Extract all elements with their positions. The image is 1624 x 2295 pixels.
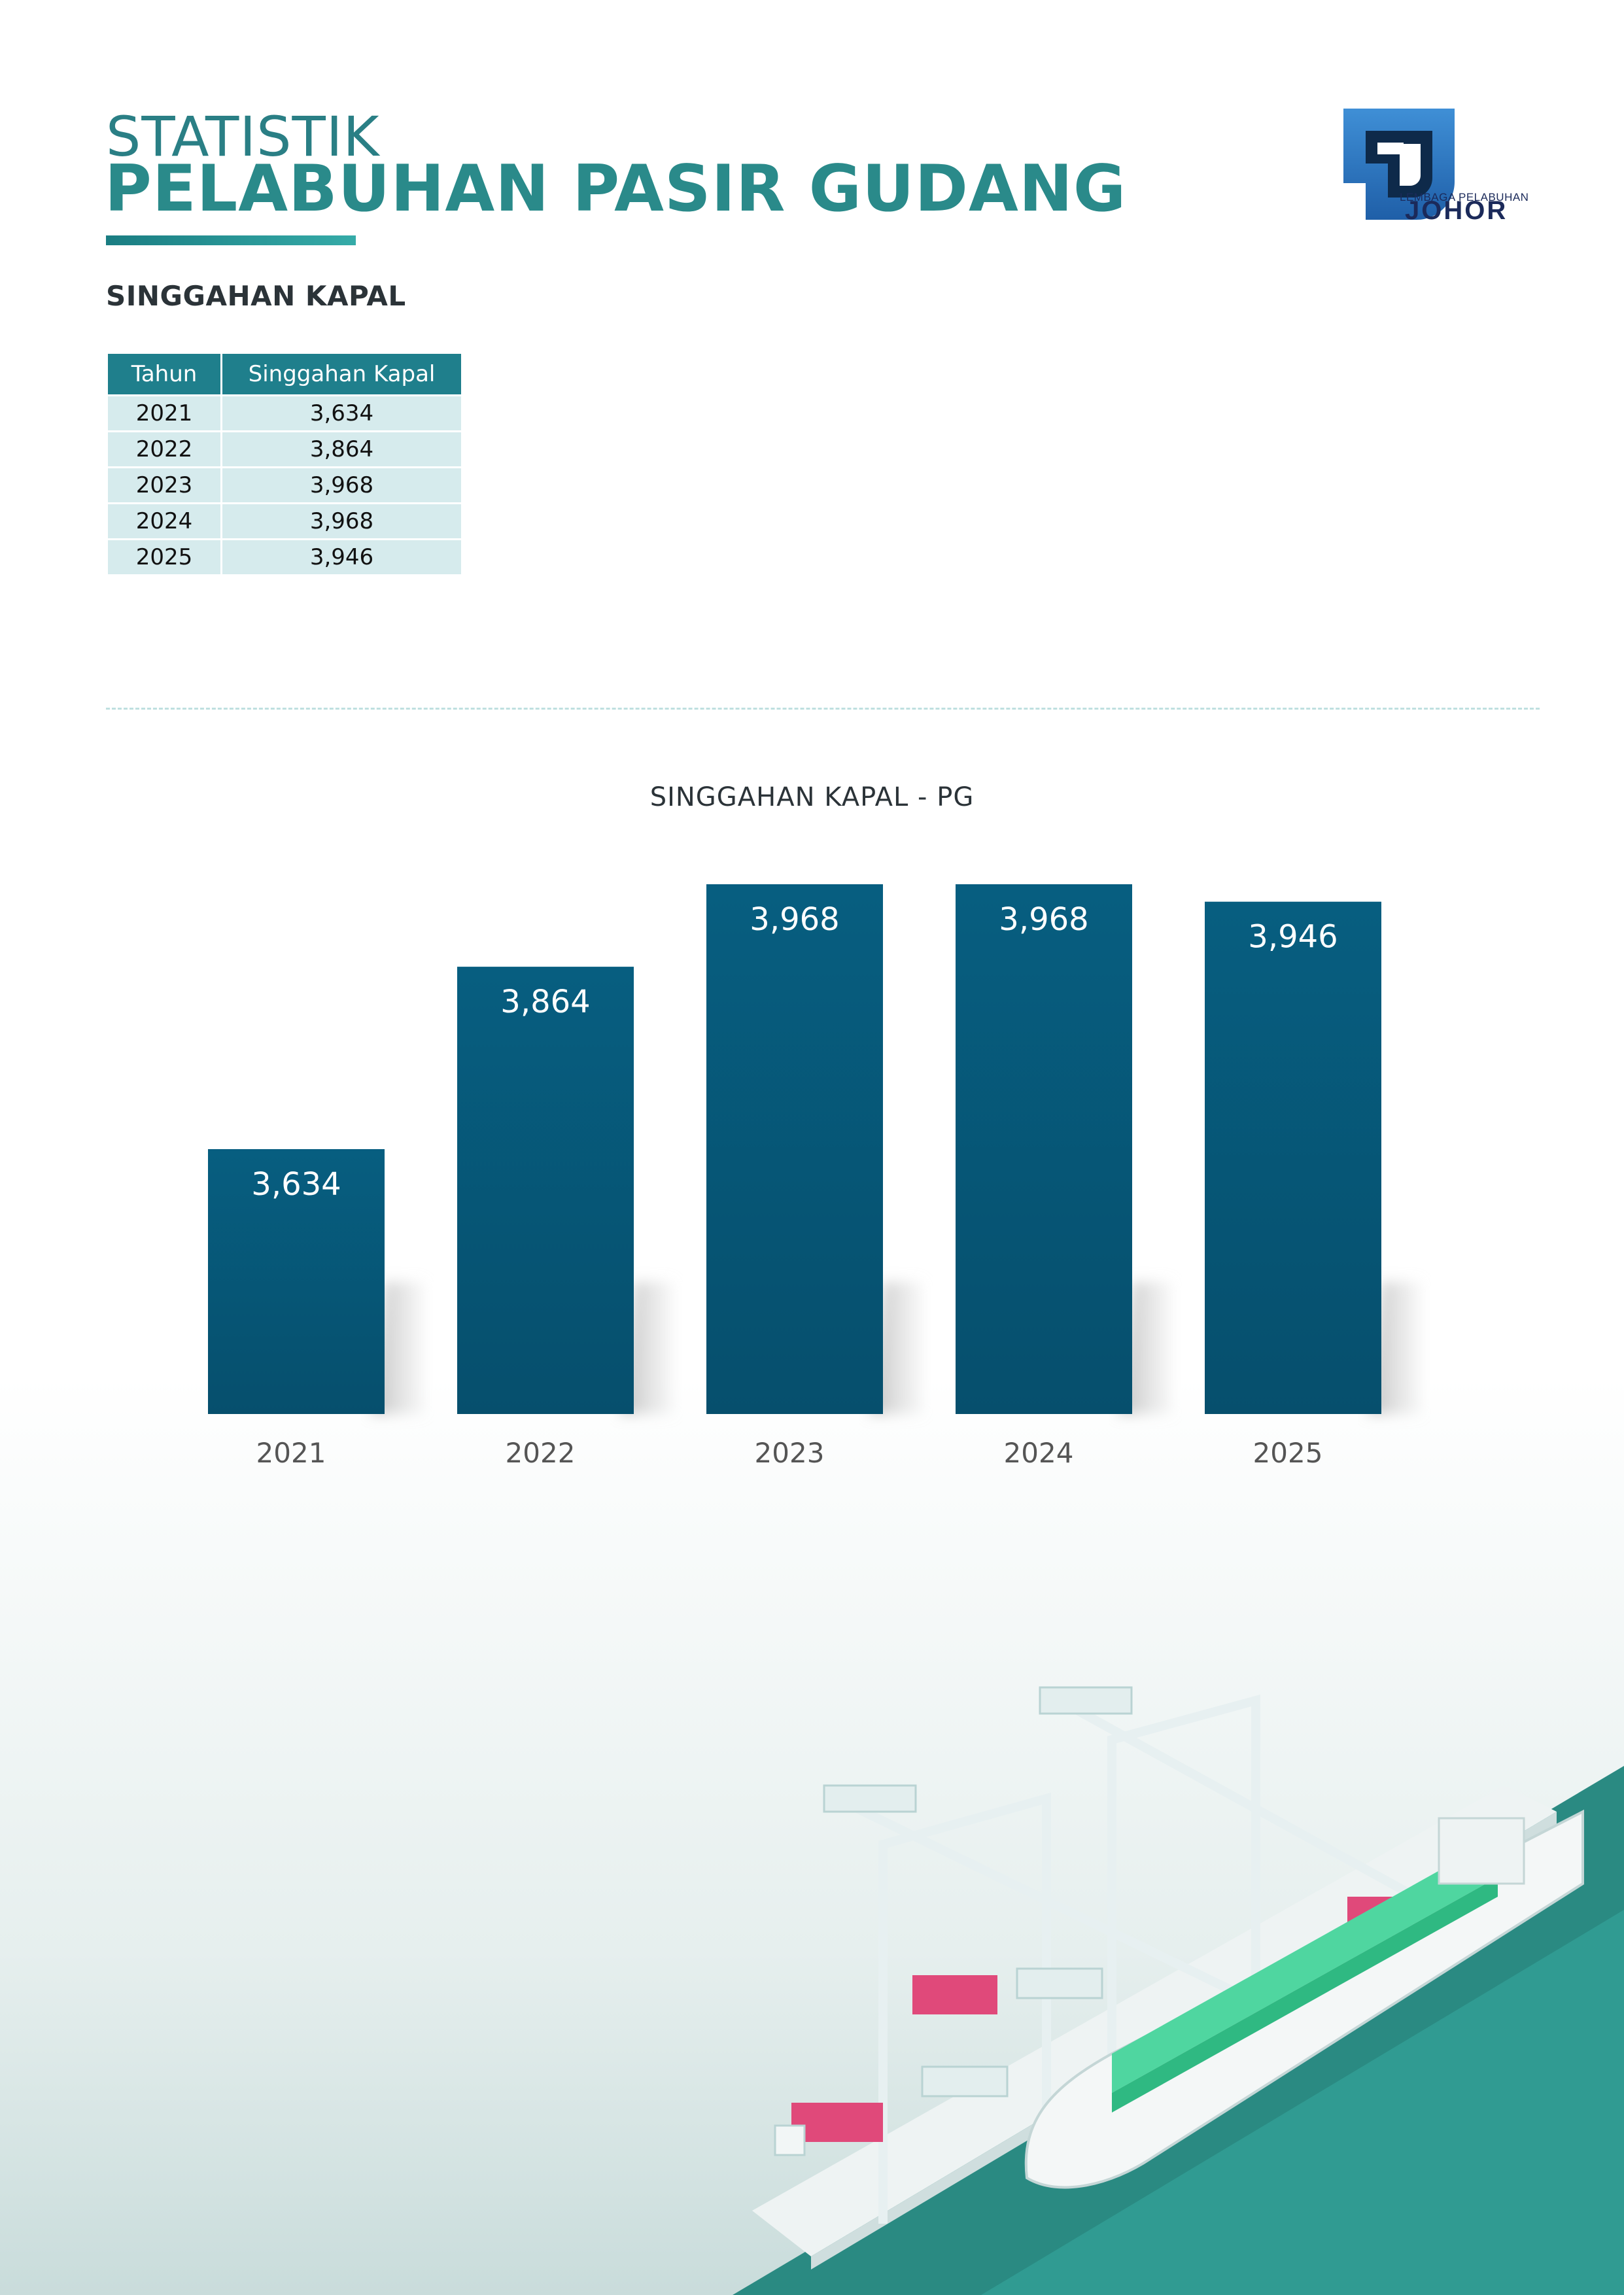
crane-cabin-icon [823,1686,1133,1813]
table-cell-value: 3,946 [220,538,463,576]
table-row: 2022 3,864 [106,430,463,468]
table-cell-value: 3,634 [220,394,463,432]
table-row: 2024 3,968 [106,502,463,540]
table-cell-year: 2025 [106,538,222,576]
table-cell-year: 2024 [106,502,222,540]
section-divider [106,708,1540,710]
port-illustration [733,1686,1624,2295]
x-tick-label-2025: 2025 [1253,1437,1323,1469]
x-tick-label-2022: 2022 [506,1437,576,1469]
bar-2021 [208,1149,385,1414]
page-title: PELABUHAN PASIR GUDANG [105,152,1127,226]
bar-2024 [956,884,1132,1414]
logo-mark-icon [1343,109,1455,220]
table-cell-year: 2021 [106,394,222,432]
singgahan-kapal-table: Tahun Singgahan Kapal 2021 3,634 2022 3,… [106,352,463,576]
data-label-2024: 3,968 [999,901,1088,938]
chart-title: SINGGAHAN KAPAL - PG [649,782,975,812]
x-tick-labels-group: 2021 2022 2023 2024 2025 [256,1437,1323,1469]
table-row: 2021 3,634 [106,394,463,432]
section-heading: SINGGAHAN KAPAL [106,280,406,312]
table-cell-year: 2022 [106,430,222,468]
table-cell-value: 3,968 [220,502,463,540]
ship-icon [1024,1809,1584,2189]
bar-2025 [1205,901,1381,1414]
title-underline [106,235,356,245]
data-label-2022: 3,864 [500,984,590,1020]
bars-group [208,884,1381,1414]
x-tick-label-2021: 2021 [256,1437,326,1469]
title-statistik: STATISTIK [106,105,380,169]
bar-2023 [706,884,883,1414]
bar-2022 [457,967,634,1414]
x-tick-label-2024: 2024 [1004,1437,1074,1469]
table-cell-year: 2023 [106,466,222,504]
table-row: 2025 3,946 [106,538,463,576]
table-header-calls: Singgahan Kapal [220,352,463,396]
table-header-year: Tahun [106,352,222,396]
table-cell-value: 3,968 [220,466,463,504]
table-header-row: Tahun Singgahan Kapal [106,352,463,396]
data-label-2023: 3,968 [750,901,839,938]
data-label-2021: 3,634 [251,1166,341,1203]
logo-text-small: LEMBAGA PELABUHAN [1400,191,1529,203]
logo-text-big: JOHOR [1405,196,1508,225]
data-label-2025: 3,946 [1248,919,1338,956]
table-cell-value: 3,864 [220,430,463,468]
truck-icon [774,1967,1103,2156]
value-labels-group: 3,634 3,864 3,968 3,968 3,946 [251,901,1338,1203]
table-row: 2023 3,968 [106,466,463,504]
x-tick-label-2023: 2023 [755,1437,825,1469]
